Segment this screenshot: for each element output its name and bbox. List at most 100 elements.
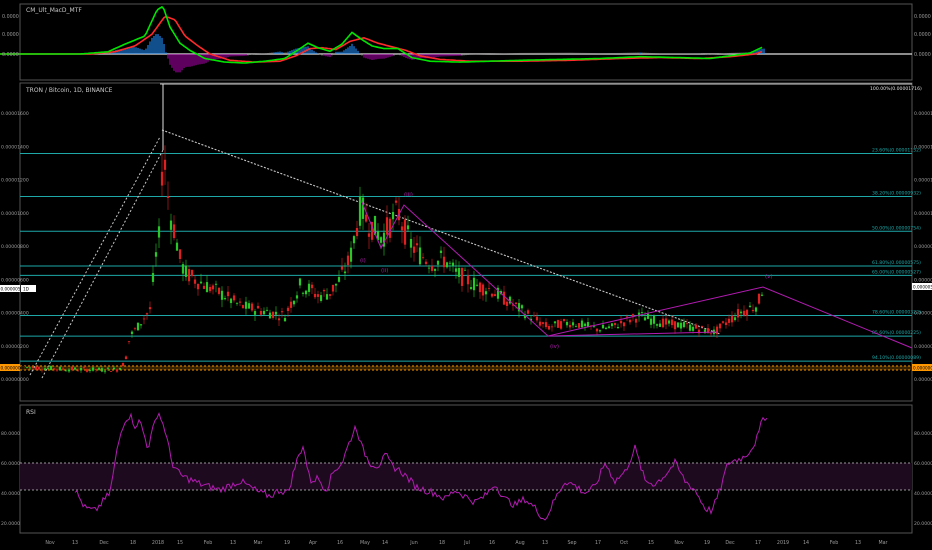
- candle-body: [274, 311, 278, 315]
- candle-body: [436, 260, 440, 265]
- candle-body: [502, 291, 506, 305]
- candle-body: [460, 268, 464, 286]
- x-axis-tick-label: Nov: [45, 540, 55, 546]
- candle-body: [472, 277, 476, 291]
- candle-body: [316, 294, 320, 297]
- candle-body: [751, 309, 755, 312]
- candle-body: [217, 287, 221, 294]
- candle-body: [562, 319, 566, 322]
- price-panel[interactable]: 0.00001600 0.00001600 0.00001400 0.00001400…: [0, 83, 932, 383]
- candle-body: [679, 322, 683, 329]
- x-axis-tick-label: Dec: [725, 540, 735, 546]
- x-axis-tick-label: Mar: [253, 540, 262, 546]
- candle-body: [370, 222, 374, 240]
- elliott-wave-label: (ii): [381, 268, 388, 274]
- candle-body: [481, 284, 485, 296]
- candle-body: [373, 215, 377, 235]
- candle-body: [214, 283, 218, 285]
- candle-body: [511, 304, 515, 306]
- x-axis-tick-label: 17: [755, 540, 761, 546]
- candle-body: [565, 321, 569, 326]
- candle-body: [133, 328, 137, 330]
- candle-body: [91, 367, 95, 371]
- candle-body: [580, 320, 584, 328]
- candle-body: [139, 324, 143, 326]
- orange-support-band: [20, 366, 912, 370]
- left-orange-tag-label: 0.00000000: [1, 366, 27, 371]
- candle-body: [649, 318, 653, 325]
- rsi-right-tick-label: 60.0000: [914, 461, 932, 467]
- candle-body: [463, 269, 467, 271]
- candle-body: [160, 171, 164, 186]
- candle-body: [61, 368, 65, 370]
- candle-body: [487, 288, 491, 289]
- trend-line-rise-inner: [41, 149, 164, 379]
- candle-body: [655, 324, 659, 326]
- candle-body: [271, 311, 275, 318]
- macd-panel-frame: [19, 3, 913, 81]
- candle-body: [442, 256, 446, 268]
- candle-body: [724, 322, 728, 326]
- candle-body: [43, 368, 47, 370]
- candle-body: [595, 328, 599, 332]
- candle-body: [625, 316, 629, 318]
- candle-body: [64, 370, 68, 372]
- candle-body: [313, 293, 317, 298]
- candle-body: [283, 317, 287, 322]
- candle-body: [184, 265, 188, 277]
- candle-body: [325, 294, 329, 300]
- candle-body: [643, 317, 647, 321]
- candle-body: [208, 286, 212, 292]
- candle-body: [169, 220, 173, 230]
- candle-body: [196, 283, 200, 290]
- x-axis-tick-label: 19: [704, 540, 710, 546]
- resolution-tag-label: 1D: [23, 287, 29, 292]
- elliott-wave-base-line: [547, 331, 719, 337]
- candle-body: [235, 302, 239, 304]
- candle-body: [115, 369, 119, 372]
- candle-body: [34, 366, 38, 370]
- macd-panel[interactable]: 0.0000 0.0000 0.0000 0.0000 0.0000 0.0000: [0, 5, 931, 73]
- candle-body: [421, 257, 425, 259]
- rsi-panel[interactable]: 80.0000 80.0000 60.0000 60.0000 40.0000 40.00…: [1, 411, 932, 527]
- price-right-tick-label: 0.00001400: [914, 144, 932, 150]
- candle-body: [628, 319, 632, 323]
- candle-body: [715, 326, 719, 335]
- candle-body: [451, 262, 455, 266]
- candle-body: [559, 321, 563, 329]
- candle-body: [358, 196, 362, 226]
- elliott-wave-label: (v): [765, 274, 773, 280]
- candle-body: [52, 368, 56, 370]
- x-axis-tick-label: Jun: [409, 540, 418, 546]
- candle-body: [586, 322, 590, 327]
- price-left-tick-label: 0.00001600: [1, 111, 29, 117]
- candle-body: [541, 322, 545, 324]
- candle-body: [265, 309, 269, 311]
- macd-signal-line: [0, 15, 763, 63]
- candle-body: [103, 371, 107, 373]
- candle-body: [415, 243, 419, 246]
- x-axis-tick-label: Dec: [99, 540, 109, 546]
- candle-body: [349, 247, 353, 262]
- x-axis-tick-label: 2018: [152, 540, 164, 546]
- rsi-right-tick-label: 40.0000: [914, 491, 932, 497]
- fib-level-label: 61.80%(0.00000575): [872, 260, 921, 266]
- candle-body: [469, 287, 473, 290]
- x-axis-tick-label: 18: [130, 540, 136, 546]
- candle-body: [403, 219, 407, 245]
- orange-price-tag: [912, 364, 932, 371]
- candle-body: [514, 302, 518, 305]
- candle-body: [112, 367, 116, 370]
- candle-body: [25, 367, 29, 368]
- candle-body: [97, 367, 101, 370]
- candle-body: [658, 323, 662, 327]
- x-axis-tick-label: Sep: [567, 540, 576, 546]
- price-right-tick-label: 0.00001200: [914, 178, 932, 184]
- fib-level-label: 23.60%(0.00001152): [872, 148, 921, 154]
- candle-body: [652, 315, 656, 324]
- candle-body: [259, 310, 263, 315]
- x-axis-tick-label: Feb: [830, 540, 839, 546]
- candle-body: [175, 242, 179, 251]
- candle-body: [28, 367, 32, 369]
